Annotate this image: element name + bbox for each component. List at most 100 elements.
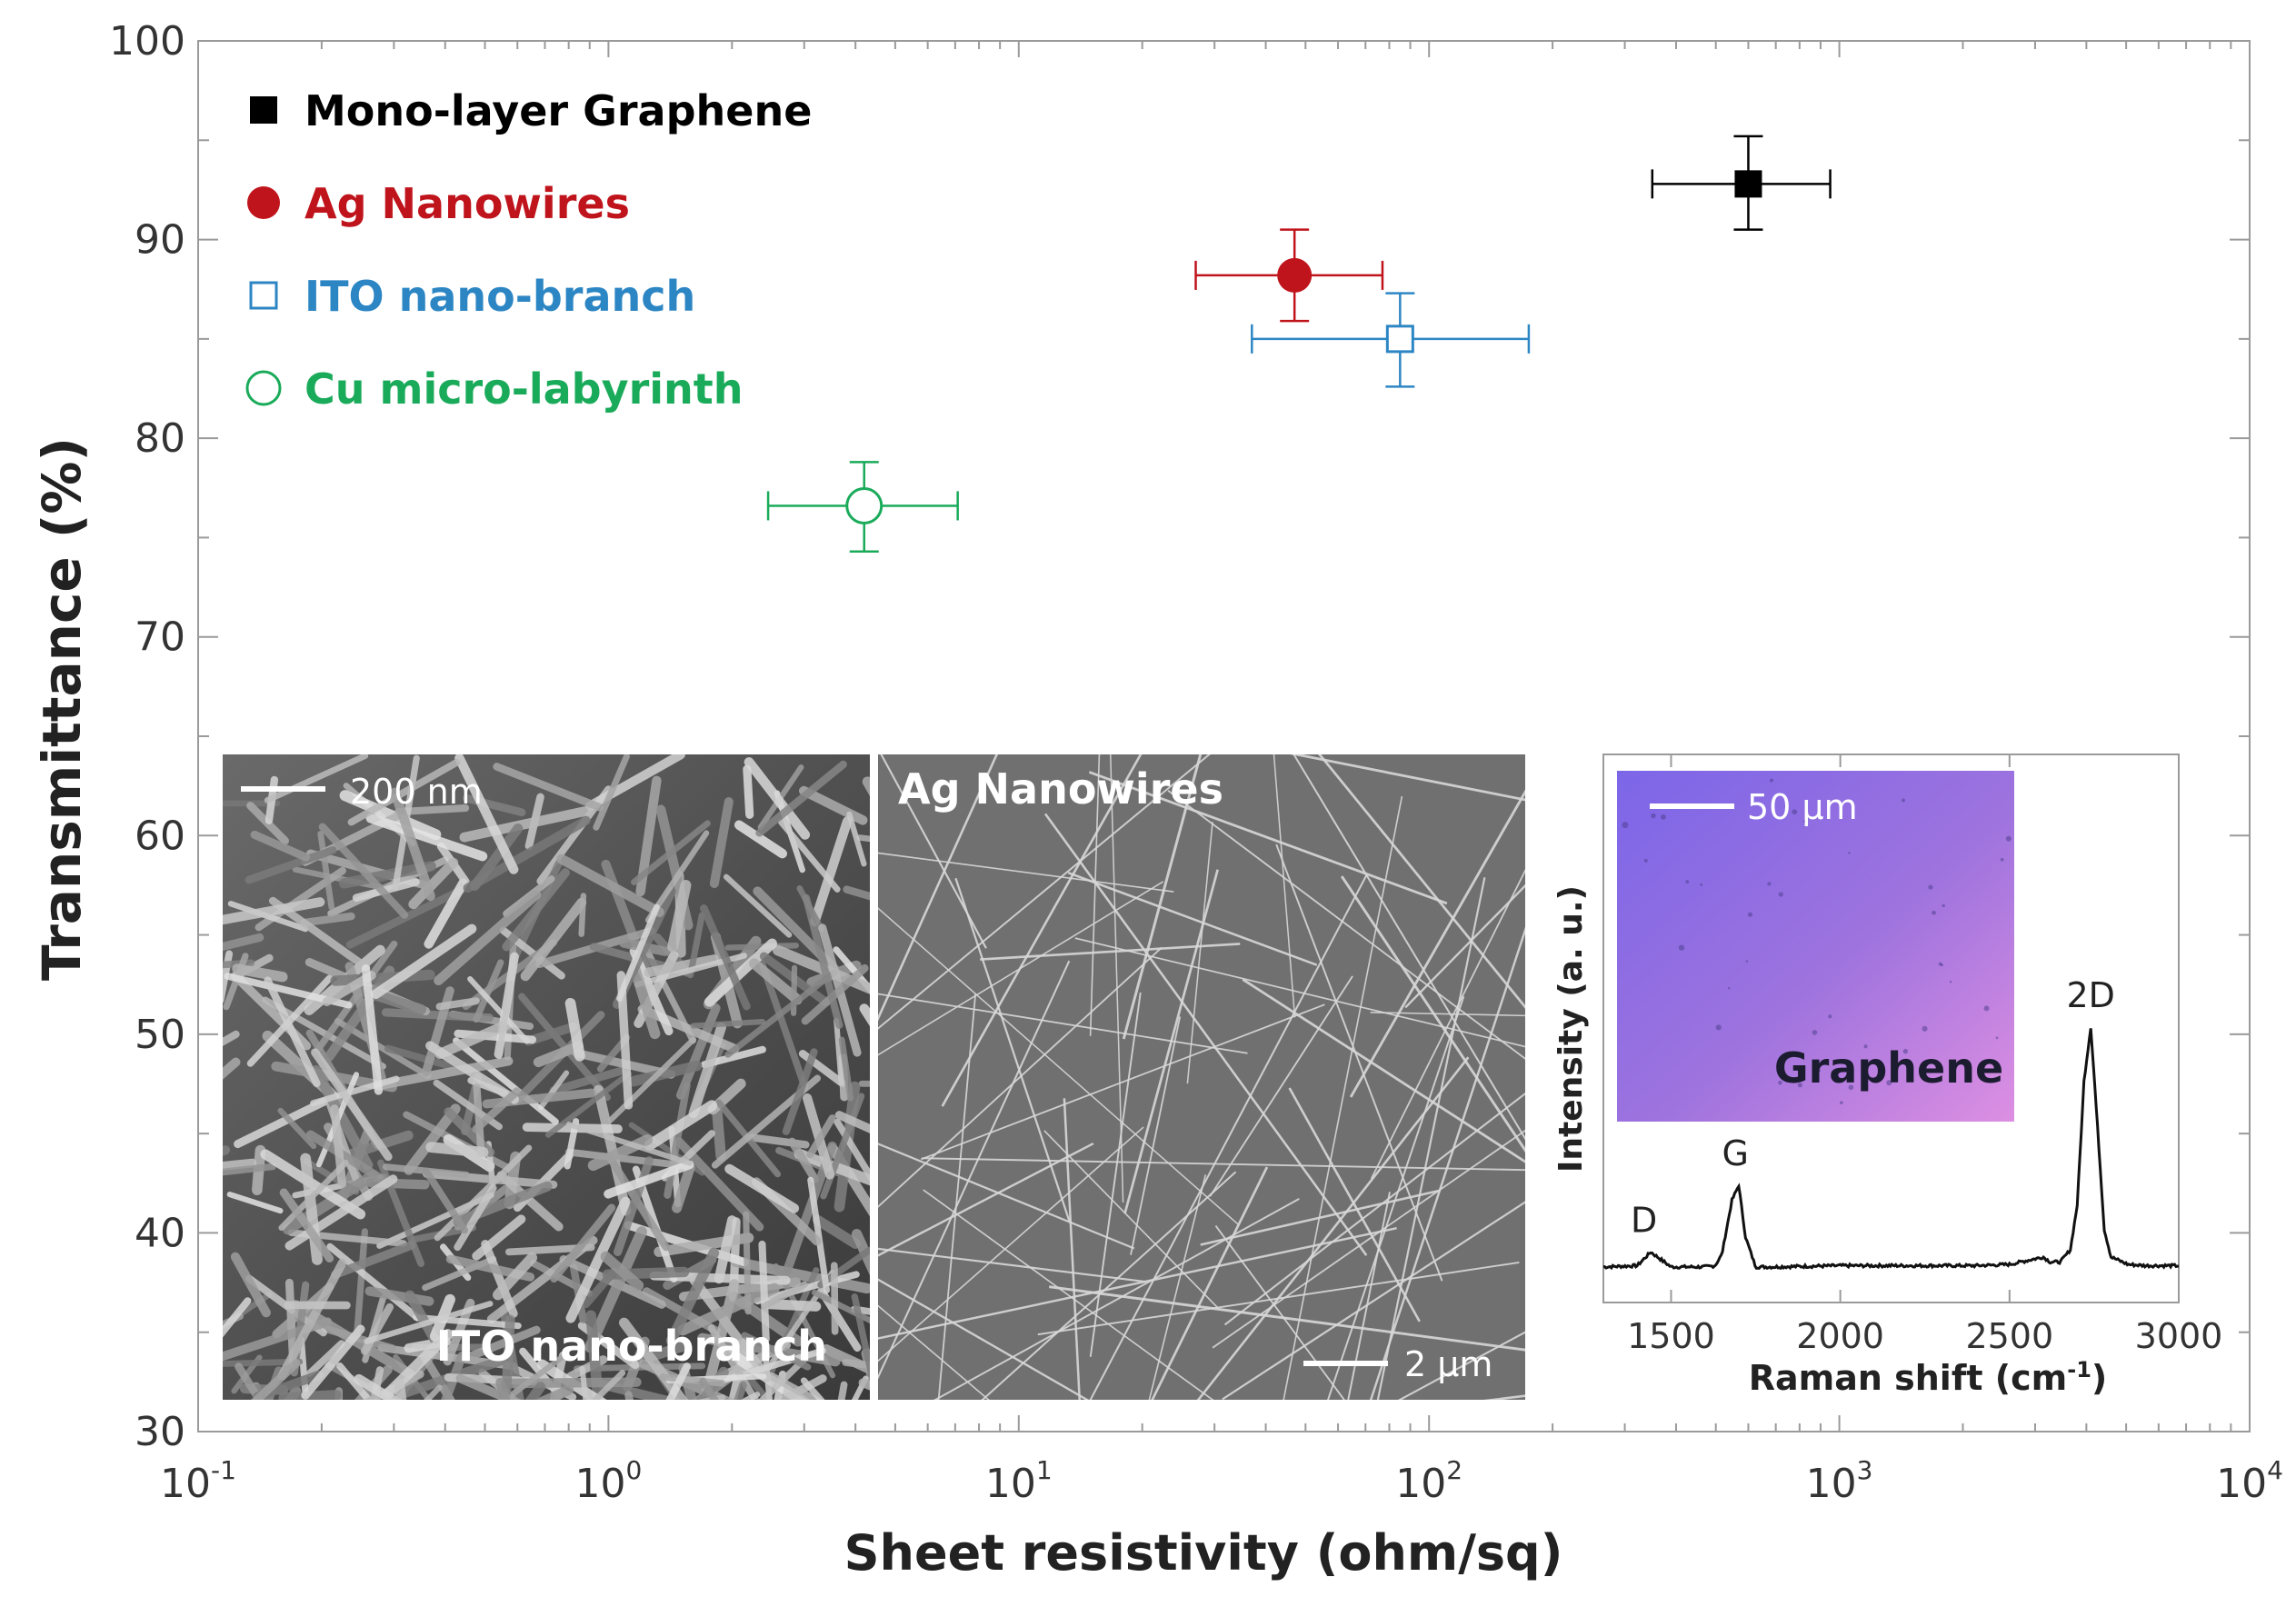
x-tick-base: 10 <box>1806 1461 1857 1507</box>
raman-x-title-end: ) <box>2091 1358 2107 1398</box>
nanobranch-rod <box>311 1048 393 1162</box>
speck <box>1812 1030 1818 1035</box>
x-tick-exponent: 0 <box>625 1455 642 1485</box>
nanobranch-rod <box>724 968 838 1058</box>
x-tick-base: 10 <box>985 1461 1036 1507</box>
nanobranch-rod <box>404 1290 440 1344</box>
nanobranch-rod <box>709 797 734 889</box>
nanobranch-rod <box>564 1148 690 1170</box>
nanobranch-rod <box>838 1036 854 1102</box>
x-tick-label: 100 <box>574 1455 642 1507</box>
speck <box>1902 1048 1909 1054</box>
nanobranch-rod <box>473 1083 485 1157</box>
nanowire <box>1370 1012 1525 1017</box>
nanobranch-rod <box>665 1247 720 1346</box>
nanobranch-rod <box>390 787 435 902</box>
speck <box>1685 880 1690 884</box>
nanowire <box>878 946 1163 1208</box>
nanobranch-rod <box>230 1252 271 1318</box>
nanowire <box>878 1143 1135 1250</box>
nanobranch-rod <box>534 1384 574 1400</box>
x-tick-exponent: 3 <box>1857 1455 1873 1485</box>
nanowire <box>1214 1225 1345 1400</box>
ag-sem-inset: Ag Nanowires 2 μm <box>878 754 1525 1400</box>
speck <box>1922 1025 1928 1032</box>
nanobranch-rod <box>734 820 788 859</box>
nanobranch-rod <box>408 857 459 910</box>
nanobranch-rod <box>353 1228 369 1342</box>
nanobranch-rod <box>277 1107 317 1150</box>
nanobranch-rod <box>743 764 754 819</box>
nanobranch-rod <box>435 997 480 1011</box>
nanobranch-rod <box>331 1241 416 1279</box>
nanowire <box>1222 1201 1525 1400</box>
nanobranch-rod <box>454 1029 536 1044</box>
raman-x-tick-label: 3000 <box>2135 1316 2223 1356</box>
x-tick-label: 101 <box>985 1455 1053 1507</box>
nanobranch-rod <box>593 754 630 831</box>
nanobranch-rod <box>740 1392 761 1400</box>
graphene-specks <box>1622 778 2011 1105</box>
nanobranch-rod <box>364 1286 434 1306</box>
nanobranch-rod <box>600 1251 644 1292</box>
data-point-cu-micro-labyrinth <box>766 461 959 553</box>
nanowire <box>878 960 1071 1380</box>
nanobranch-rod <box>689 1275 773 1382</box>
nanobranch-rod <box>834 1111 870 1133</box>
nanowire <box>1370 868 1525 1180</box>
data-point-ito-nano-branch <box>1251 292 1531 388</box>
marker <box>1277 257 1313 293</box>
speck <box>2005 835 2011 842</box>
nanobranch-rod <box>330 1104 347 1189</box>
nanobranch-rod <box>798 785 868 825</box>
nanobranch-rod <box>533 1041 584 1068</box>
nanobranch-rod <box>757 1354 809 1400</box>
nanobranch-rod <box>495 980 514 1060</box>
nanobranch-rod <box>384 1044 454 1070</box>
nanowire <box>923 1189 1214 1400</box>
nanobranch-rod <box>616 903 660 1002</box>
speck <box>1715 1024 1722 1031</box>
y-tick-label: 100 <box>109 18 185 65</box>
nanobranch-rod <box>223 1030 240 1047</box>
nanobranch-rod <box>544 1071 633 1138</box>
nanowire <box>954 877 1071 1222</box>
nanobranch-rod <box>301 1324 365 1400</box>
x-tick-label: 104 <box>2216 1455 2283 1507</box>
nanobranch-rod <box>597 1380 676 1400</box>
nanobranch-rod <box>336 1362 374 1400</box>
nanowire <box>1223 1092 1525 1326</box>
nanobranch-rod <box>365 813 488 862</box>
nanobranch-rod <box>465 1325 541 1361</box>
ag-nanowire-texture <box>878 754 1525 1400</box>
nanobranch-rod <box>778 819 841 893</box>
speck <box>1797 1083 1802 1088</box>
x-axis-title: Sheet resistivity (ohm/sq) <box>844 1524 1563 1582</box>
nanobranch-rod <box>549 1066 625 1095</box>
nanobranch-rod <box>690 1019 766 1029</box>
nanobranch-rod <box>278 1159 349 1232</box>
raman-x-title-main: Raman shift (cm <box>1749 1358 2068 1398</box>
speck <box>1995 1036 1999 1040</box>
raman-y-axis-title: Intensity (a. u.) <box>1552 885 1590 1173</box>
nanobranch-rod <box>550 1203 616 1283</box>
data-points <box>766 135 1832 553</box>
nanobranch-rod <box>813 1214 861 1249</box>
x-tick-base: 10 <box>160 1461 211 1507</box>
nanobranch-rod <box>627 1060 703 1087</box>
nanowire <box>1167 790 1525 1060</box>
nanobranch-rod <box>687 912 705 979</box>
legend-label: ITO nano-branch <box>304 272 695 321</box>
nanobranch-rod <box>728 1336 751 1400</box>
speck <box>1700 883 1703 886</box>
nanobranch-rod <box>806 1114 836 1159</box>
nanowire <box>1404 883 1525 1009</box>
nanobranch-rod <box>454 754 519 874</box>
nanobranch-rod <box>761 1281 808 1310</box>
speck <box>1661 814 1666 820</box>
nanowire <box>878 754 999 1022</box>
nanobranch-rod <box>425 1041 519 1104</box>
nanowire <box>1049 1285 1525 1352</box>
marker <box>1385 324 1414 354</box>
